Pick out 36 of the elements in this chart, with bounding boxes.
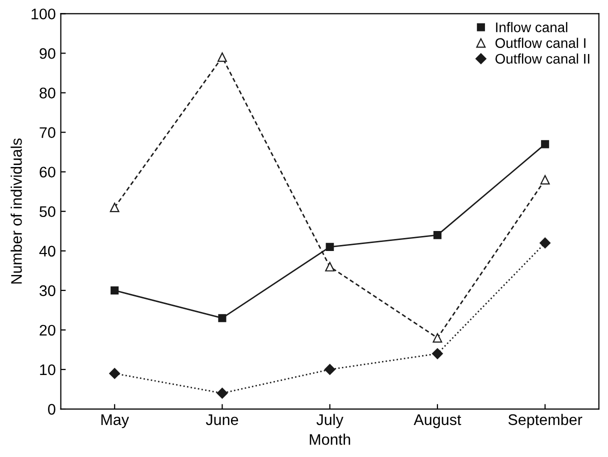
- y-tick-label: 80: [40, 88, 56, 98]
- point: [325, 262, 335, 272]
- x-tick-label: June: [206, 414, 238, 426]
- x-axis-title: Month: [310, 434, 350, 445]
- point: [109, 368, 120, 379]
- point: [432, 333, 442, 343]
- point: [218, 314, 226, 322]
- point: [218, 52, 227, 62]
- y-tick-label: 60: [40, 166, 56, 178]
- y-tick-label: 70: [40, 127, 56, 138]
- x-tick-label: September: [508, 414, 582, 428]
- legend-label: Outflow canal I: [495, 38, 586, 48]
- y-tick-label: 30: [40, 285, 56, 296]
- y-tick-label: 10: [40, 364, 56, 376]
- y-axis-title: Number of individuals: [10, 138, 22, 284]
- x-tick-label: August: [414, 414, 462, 428]
- x-tick-label: July: [316, 414, 344, 428]
- y-tick-label: 20: [40, 324, 56, 336]
- y-tick-label: 100: [32, 8, 56, 20]
- legend-label: Outflow canal II: [495, 53, 590, 64]
- point: [540, 175, 550, 184]
- x-tick-label: May: [101, 414, 130, 428]
- y-tick-label: 90: [40, 48, 56, 59]
- point: [540, 238, 551, 248]
- legend-label: Inflow canal: [496, 22, 568, 32]
- point: [326, 242, 334, 251]
- y-tick-label: 0: [48, 404, 56, 415]
- point: [324, 364, 336, 375]
- point: [216, 388, 228, 399]
- point: [433, 231, 442, 240]
- point: [432, 348, 443, 360]
- y-tick-label: 50: [40, 206, 56, 218]
- point: [541, 140, 550, 148]
- point: [110, 202, 120, 212]
- y-tick-label: 40: [39, 246, 56, 257]
- point: [110, 286, 119, 294]
